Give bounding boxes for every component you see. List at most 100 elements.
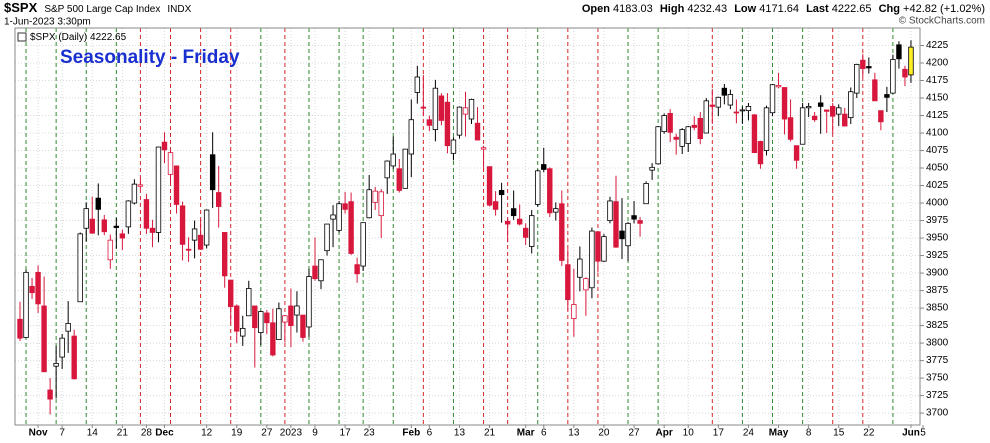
candle-body — [673, 136, 679, 140]
candle-body — [372, 190, 378, 203]
x-tick-label: 21 — [117, 428, 129, 438]
candle-body — [89, 218, 95, 234]
y-tick-label: 3800 — [926, 338, 949, 349]
candle-body — [131, 183, 138, 204]
candle-body — [745, 106, 752, 112]
x-tick-label: 6 — [541, 428, 547, 438]
candle-body — [282, 315, 288, 323]
candle-body — [854, 64, 860, 94]
x-tick-label: 27 — [628, 428, 640, 438]
candle-body — [697, 117, 703, 140]
x-tick-label: 5 — [920, 428, 926, 438]
candle-body — [583, 278, 589, 291]
candle-body — [95, 197, 101, 210]
low-value: 4171.64 — [759, 3, 799, 15]
high-value: 4232.43 — [687, 3, 727, 15]
y-tick-label: 4050 — [926, 163, 949, 174]
x-tick-label: 9 — [312, 428, 318, 438]
candle-body — [655, 126, 661, 165]
candle-body — [107, 239, 114, 261]
candle-body — [414, 76, 421, 93]
x-tick-label: Feb — [402, 428, 420, 438]
candle-body — [252, 305, 258, 329]
candle-body — [83, 208, 89, 229]
y-tick-label: 3825 — [926, 320, 949, 331]
candle-body — [173, 165, 180, 205]
candle-body — [125, 200, 132, 228]
candle-body — [59, 337, 65, 358]
candle-body — [342, 203, 348, 210]
x-tick-label: 22 — [863, 428, 875, 438]
candle-body — [902, 68, 908, 78]
candle-body — [438, 95, 445, 121]
y-tick-label: 4025 — [926, 180, 949, 191]
candle-body — [522, 227, 529, 238]
candle-body — [715, 96, 722, 108]
candle-body — [149, 227, 156, 233]
candle-body — [264, 312, 270, 324]
plot — [15, 28, 924, 428]
candle-body — [360, 222, 366, 267]
candle-body — [161, 141, 168, 151]
candle-body — [541, 164, 547, 170]
candle-body — [691, 124, 697, 128]
candle-body — [510, 208, 517, 217]
candle-body — [366, 189, 372, 219]
candle-body — [119, 233, 126, 239]
candle-body — [553, 208, 559, 213]
candle-body — [318, 259, 324, 282]
candle-body — [209, 154, 216, 191]
candle-body — [890, 59, 896, 94]
candle-body — [781, 87, 788, 120]
candle-body — [203, 209, 210, 246]
candle-body — [420, 106, 427, 109]
y-tick-label: 3875 — [926, 285, 949, 296]
candle-body — [29, 285, 35, 294]
candle-body — [17, 318, 23, 339]
candle-body — [378, 191, 384, 217]
candle-body — [589, 230, 595, 289]
candle-body — [113, 225, 120, 228]
candle-body — [234, 305, 240, 332]
candle-body — [872, 79, 878, 102]
candle-body — [842, 113, 848, 127]
x-tick-label: 14 — [87, 428, 99, 438]
candle-body — [258, 311, 264, 333]
legend-swatch — [17, 32, 27, 42]
candle-body — [35, 271, 41, 305]
symbol-name: S&P 500 Large Cap Index — [44, 4, 160, 15]
x-tick-label: 23 — [364, 428, 376, 438]
candle-body — [836, 107, 842, 115]
candle-body — [619, 230, 625, 240]
candle-body — [685, 126, 691, 144]
candle-body — [625, 222, 631, 247]
y-tick-label: 3925 — [926, 250, 949, 261]
candle-body — [823, 109, 830, 112]
candle-body — [733, 111, 740, 114]
candle-body — [643, 183, 649, 205]
x-tick-label: 19 — [231, 428, 243, 438]
candle-body — [143, 199, 150, 229]
candle-body — [757, 141, 764, 165]
legend-label: $SPX (Daily) — [30, 32, 87, 43]
candle-body — [468, 99, 475, 120]
candle-body — [498, 190, 505, 196]
y-tick-label: 4175 — [926, 75, 949, 86]
candle-body — [402, 148, 408, 189]
candle-body — [860, 59, 866, 70]
y-tick-label: 3900 — [926, 268, 949, 279]
open-value: 4183.03 — [613, 3, 653, 15]
candle-body — [228, 279, 234, 308]
candle-body — [221, 232, 228, 277]
candle-body — [65, 323, 71, 332]
candle-body — [763, 107, 770, 151]
candle-body — [456, 106, 463, 136]
x-tick-label: Dec — [155, 428, 174, 438]
candle-body — [270, 322, 276, 356]
credit: © StockCharts.com — [899, 16, 985, 27]
exchange: INDX — [167, 4, 191, 15]
candle-body — [288, 305, 294, 326]
candle-body — [751, 114, 758, 154]
